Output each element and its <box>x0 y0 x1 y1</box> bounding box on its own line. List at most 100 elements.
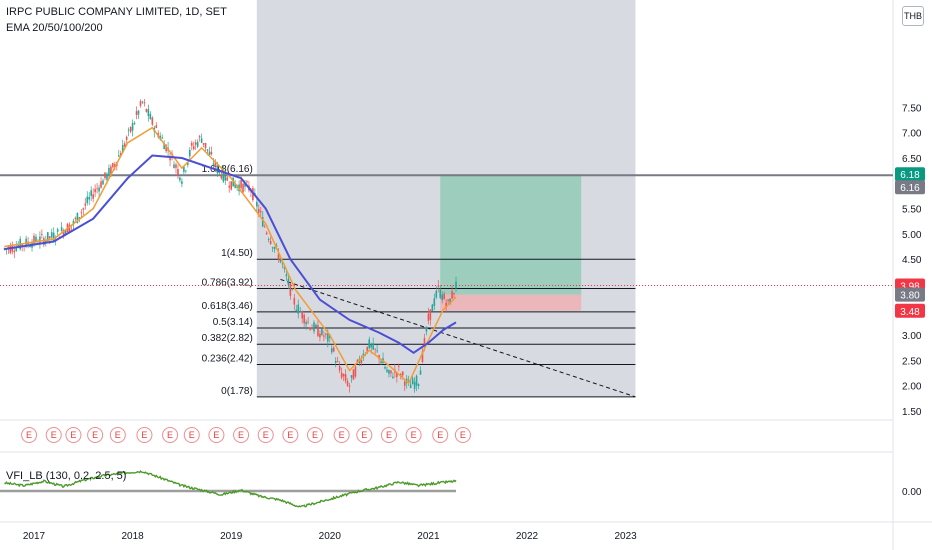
earnings-marker-label: E <box>287 430 293 440</box>
candle-body <box>92 194 94 199</box>
fib-level-label: 0.618(3.46) <box>202 301 253 312</box>
candle-body <box>374 348 376 350</box>
earnings-marker <box>356 427 373 443</box>
candle-body <box>161 137 163 139</box>
candle-body <box>279 259 282 263</box>
candle-body <box>307 321 309 323</box>
earnings-marker <box>307 427 324 443</box>
x-tick-label: 2017 <box>23 531 46 542</box>
candle-body <box>396 372 398 378</box>
candle-body <box>125 136 128 140</box>
earnings-marker-label: E <box>411 430 417 440</box>
x-tick-label: 2021 <box>417 531 440 542</box>
earnings-marker-label: E <box>92 430 98 440</box>
candle-body <box>417 384 420 387</box>
candle-body <box>409 384 412 389</box>
candle-body <box>200 138 203 143</box>
candle-body <box>390 370 392 374</box>
candle-body <box>267 239 270 240</box>
candle-body <box>407 380 410 382</box>
candle-body <box>346 381 349 386</box>
candle-body <box>388 370 390 374</box>
candle-body <box>68 224 71 232</box>
earnings-marker <box>21 427 38 443</box>
osc-y-tick-label: 0.00 <box>902 487 922 498</box>
candle-body <box>108 168 110 176</box>
candle-body <box>309 327 311 330</box>
candle-body <box>13 250 16 253</box>
candle-body <box>208 151 211 155</box>
candle-body <box>311 327 313 330</box>
fib-level-label: 0(1.78) <box>221 386 253 397</box>
candle-body <box>449 298 451 305</box>
candle-body <box>198 136 201 138</box>
earnings-marker-label: E <box>167 430 173 440</box>
candle-body <box>102 180 104 185</box>
candle-body <box>305 321 307 325</box>
candle-body <box>354 366 357 377</box>
candle-body <box>90 190 92 196</box>
price-badge-label: 3.48 <box>900 307 920 318</box>
candle-body <box>117 155 120 157</box>
candle-body <box>415 375 418 386</box>
candle-body <box>370 344 373 348</box>
earnings-marker-label: E <box>437 430 443 440</box>
candle-body <box>110 166 112 175</box>
candle-body <box>228 185 231 188</box>
candle-body <box>421 351 424 363</box>
candle-body <box>74 217 77 219</box>
candle-body <box>413 381 416 389</box>
candle-body <box>433 298 436 306</box>
x-tick-label: 2019 <box>220 531 243 542</box>
candle-body <box>82 208 85 210</box>
candle-body <box>15 246 18 251</box>
candle-body <box>285 274 288 277</box>
earnings-marker-label: E <box>460 430 466 440</box>
candle-body <box>155 125 158 128</box>
candle-body <box>64 230 67 235</box>
earnings-marker-label: E <box>238 430 244 440</box>
candle-body <box>386 369 388 372</box>
candle-body <box>41 234 43 235</box>
candle-body <box>214 161 217 168</box>
candle-body <box>348 385 351 387</box>
price-badge-label: 3.98 <box>900 282 920 293</box>
y-tick-label: 5.50 <box>902 205 922 216</box>
candle-body <box>258 209 260 213</box>
candle-body <box>127 129 130 131</box>
candle-body <box>84 203 87 206</box>
earnings-marker-label: E <box>26 430 32 440</box>
candle-body <box>271 247 274 249</box>
x-tick-label: 2023 <box>614 531 637 542</box>
candle-body <box>429 309 432 320</box>
earnings-marker-label: E <box>213 430 219 440</box>
earnings-marker <box>333 427 350 443</box>
candle-body <box>299 311 302 312</box>
earnings-marker-label: E <box>115 430 121 440</box>
candle-body <box>204 143 207 149</box>
candle-body <box>447 299 449 301</box>
currency-badge[interactable]: THB <box>902 6 924 26</box>
candle-body <box>135 111 138 115</box>
candle-body <box>352 369 355 380</box>
candle-body <box>210 152 213 155</box>
price-badge <box>895 303 925 318</box>
candle-body <box>133 123 136 125</box>
earnings-marker <box>65 427 82 443</box>
candle-body <box>321 328 323 335</box>
candle-body <box>378 355 380 359</box>
trendline <box>280 278 636 398</box>
candle-body <box>392 376 394 379</box>
earnings-marker <box>257 427 274 443</box>
candle-body <box>119 153 122 156</box>
candle-body <box>139 101 142 106</box>
y-tick-label: 7.50 <box>902 103 922 114</box>
candle-body <box>265 232 268 235</box>
y-tick-label: 4.50 <box>902 255 922 266</box>
earnings-marker-label: E <box>263 430 269 440</box>
candle-body <box>317 325 319 337</box>
chart-title: IRPC PUBLIC COMPANY LIMITED, 1D, SET <box>6 6 227 18</box>
y-tick-label: 3.00 <box>902 331 922 342</box>
